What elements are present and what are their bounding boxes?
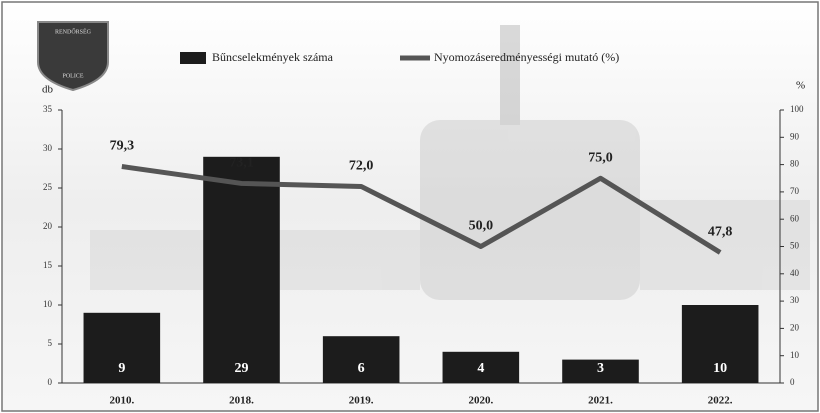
y2-axis-label: % (796, 80, 805, 92)
line-value-label: 47,8 (708, 225, 733, 240)
line-value-label: 50,0 (469, 219, 494, 234)
y2-tick-label: 10 (790, 350, 800, 360)
y-tick-label: 30 (43, 143, 53, 153)
y-tick-label: 0 (48, 377, 53, 387)
bar-value-label: 3 (597, 361, 604, 376)
x-tick-label: 2018. (229, 395, 254, 407)
y2-tick-label: 0 (790, 377, 795, 387)
y-tick-label: 10 (43, 299, 53, 309)
logo-top: RENDŐRSÉG (55, 27, 92, 35)
y2-tick-label: 70 (790, 186, 800, 196)
logo-bottom: POLICE (63, 73, 84, 79)
y2-tick-label: 30 (790, 295, 800, 305)
line-value-label: 79,3 (110, 139, 135, 154)
bar-value-label: 29 (235, 361, 249, 376)
bar-value-label: 6 (358, 361, 365, 376)
y2-tick-label: 90 (790, 131, 800, 141)
x-tick-label: 2021. (588, 395, 613, 407)
bar (322, 336, 400, 383)
background-building (90, 25, 810, 300)
y2-tick-label: 50 (790, 241, 800, 251)
legend-label: Nyomozáseredményességi mutató (%) (434, 50, 619, 64)
y-axis-label: db (42, 84, 54, 96)
bar-value-label: 10 (713, 361, 727, 376)
x-tick-label: 2020. (468, 395, 493, 407)
bar-value-label: 4 (477, 361, 484, 376)
y-tick-label: 5 (48, 338, 53, 348)
y2-tick-label: 100 (790, 104, 804, 114)
y2-tick-label: 20 (790, 322, 800, 332)
y-tick-label: 20 (43, 221, 53, 231)
bar (203, 156, 280, 383)
bar (681, 305, 759, 383)
bar (83, 312, 161, 383)
y-tick-label: 25 (43, 182, 53, 192)
x-tick-label: 2019. (349, 395, 374, 407)
legend-label: Bűncselekmények száma (212, 50, 334, 64)
line-value-label: 73,1 (229, 156, 254, 171)
line-value-label: 75,0 (588, 150, 613, 165)
bar-value-label: 9 (118, 361, 125, 376)
line-value-label: 72,0 (349, 159, 374, 174)
x-tick-label: 2010. (109, 395, 134, 407)
bar (562, 359, 639, 383)
x-tick-label: 2022. (708, 395, 733, 407)
y2-tick-label: 60 (790, 213, 800, 223)
line (121, 164, 722, 255)
y2-tick-label: 40 (790, 268, 800, 278)
y-tick-label: 35 (43, 104, 53, 114)
bar (442, 351, 520, 383)
legend-swatch (180, 52, 206, 64)
logo: RENDŐRSÉG POLICE (37, 21, 109, 92)
y2-tick-label: 80 (790, 159, 800, 169)
y-tick-label: 15 (43, 260, 53, 270)
